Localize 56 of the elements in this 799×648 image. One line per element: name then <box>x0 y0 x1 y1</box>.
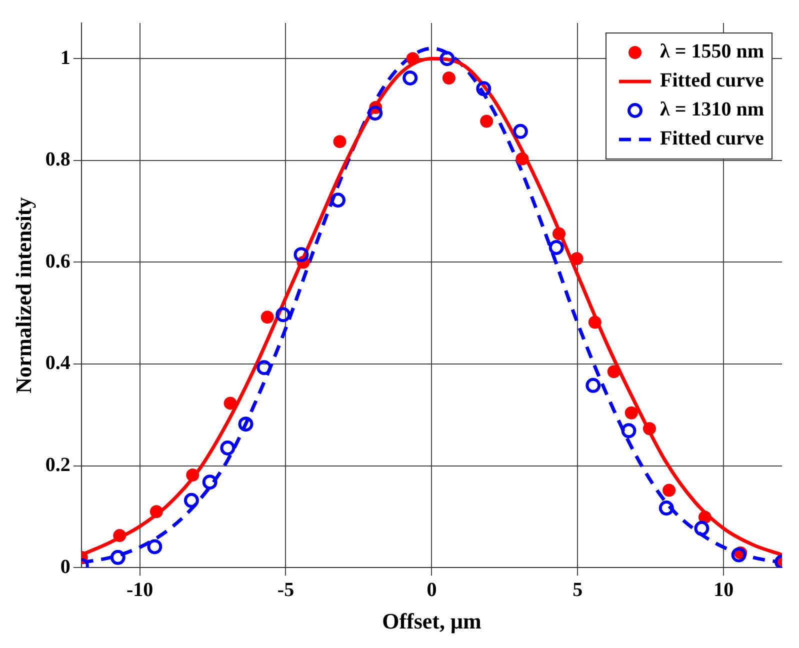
point <box>402 70 418 86</box>
point <box>642 422 656 436</box>
point <box>658 500 674 516</box>
point <box>731 547 746 562</box>
point <box>330 192 346 208</box>
point <box>516 152 529 166</box>
point <box>186 468 200 482</box>
point <box>588 316 602 329</box>
point <box>480 114 494 128</box>
legend-label: λ = 1310 nm <box>660 98 764 121</box>
point <box>147 539 162 554</box>
y-tick-label: 0 <box>60 556 70 578</box>
point <box>442 71 456 84</box>
point <box>276 307 291 322</box>
point <box>224 396 237 410</box>
y-tick-label: 1 <box>60 46 70 69</box>
y-tick-label: 0.2 <box>45 454 70 476</box>
legend-label: λ = 1550 nm <box>660 40 764 63</box>
point <box>694 520 710 536</box>
point <box>607 365 620 378</box>
x-tick-label: 5 <box>572 578 583 601</box>
point <box>238 416 254 432</box>
point <box>548 240 564 255</box>
y-tick-label: 0.4 <box>45 352 70 374</box>
point <box>552 227 566 240</box>
point <box>202 474 218 490</box>
point <box>512 124 528 139</box>
legend-label: Fitted curve <box>660 128 764 150</box>
legend-label: Fitted curve <box>660 70 764 92</box>
point <box>110 550 126 565</box>
point <box>698 510 712 524</box>
point <box>662 484 676 497</box>
point <box>113 529 126 542</box>
point <box>440 51 455 66</box>
point <box>150 505 163 518</box>
point <box>476 81 492 96</box>
y-tick-label: 0.6 <box>45 250 70 272</box>
y-tick-label: 0.8 <box>45 148 70 171</box>
x-tick-label: 10 <box>714 578 734 601</box>
x-tick-label: -5 <box>277 578 294 601</box>
point <box>260 310 274 324</box>
point <box>256 360 272 376</box>
point <box>624 406 638 420</box>
point <box>368 106 383 121</box>
x-tick-label: 0 <box>426 578 437 601</box>
point <box>406 52 420 66</box>
point <box>333 135 346 148</box>
y-axis-title: Normalized intensity <box>10 197 36 394</box>
x-axis-title: Offset, μm <box>382 608 482 634</box>
point <box>294 247 309 262</box>
point <box>184 492 199 508</box>
x-tick-label: -10 <box>126 578 154 601</box>
point <box>220 440 236 456</box>
point <box>570 252 584 266</box>
point <box>586 378 601 393</box>
point <box>621 423 636 438</box>
